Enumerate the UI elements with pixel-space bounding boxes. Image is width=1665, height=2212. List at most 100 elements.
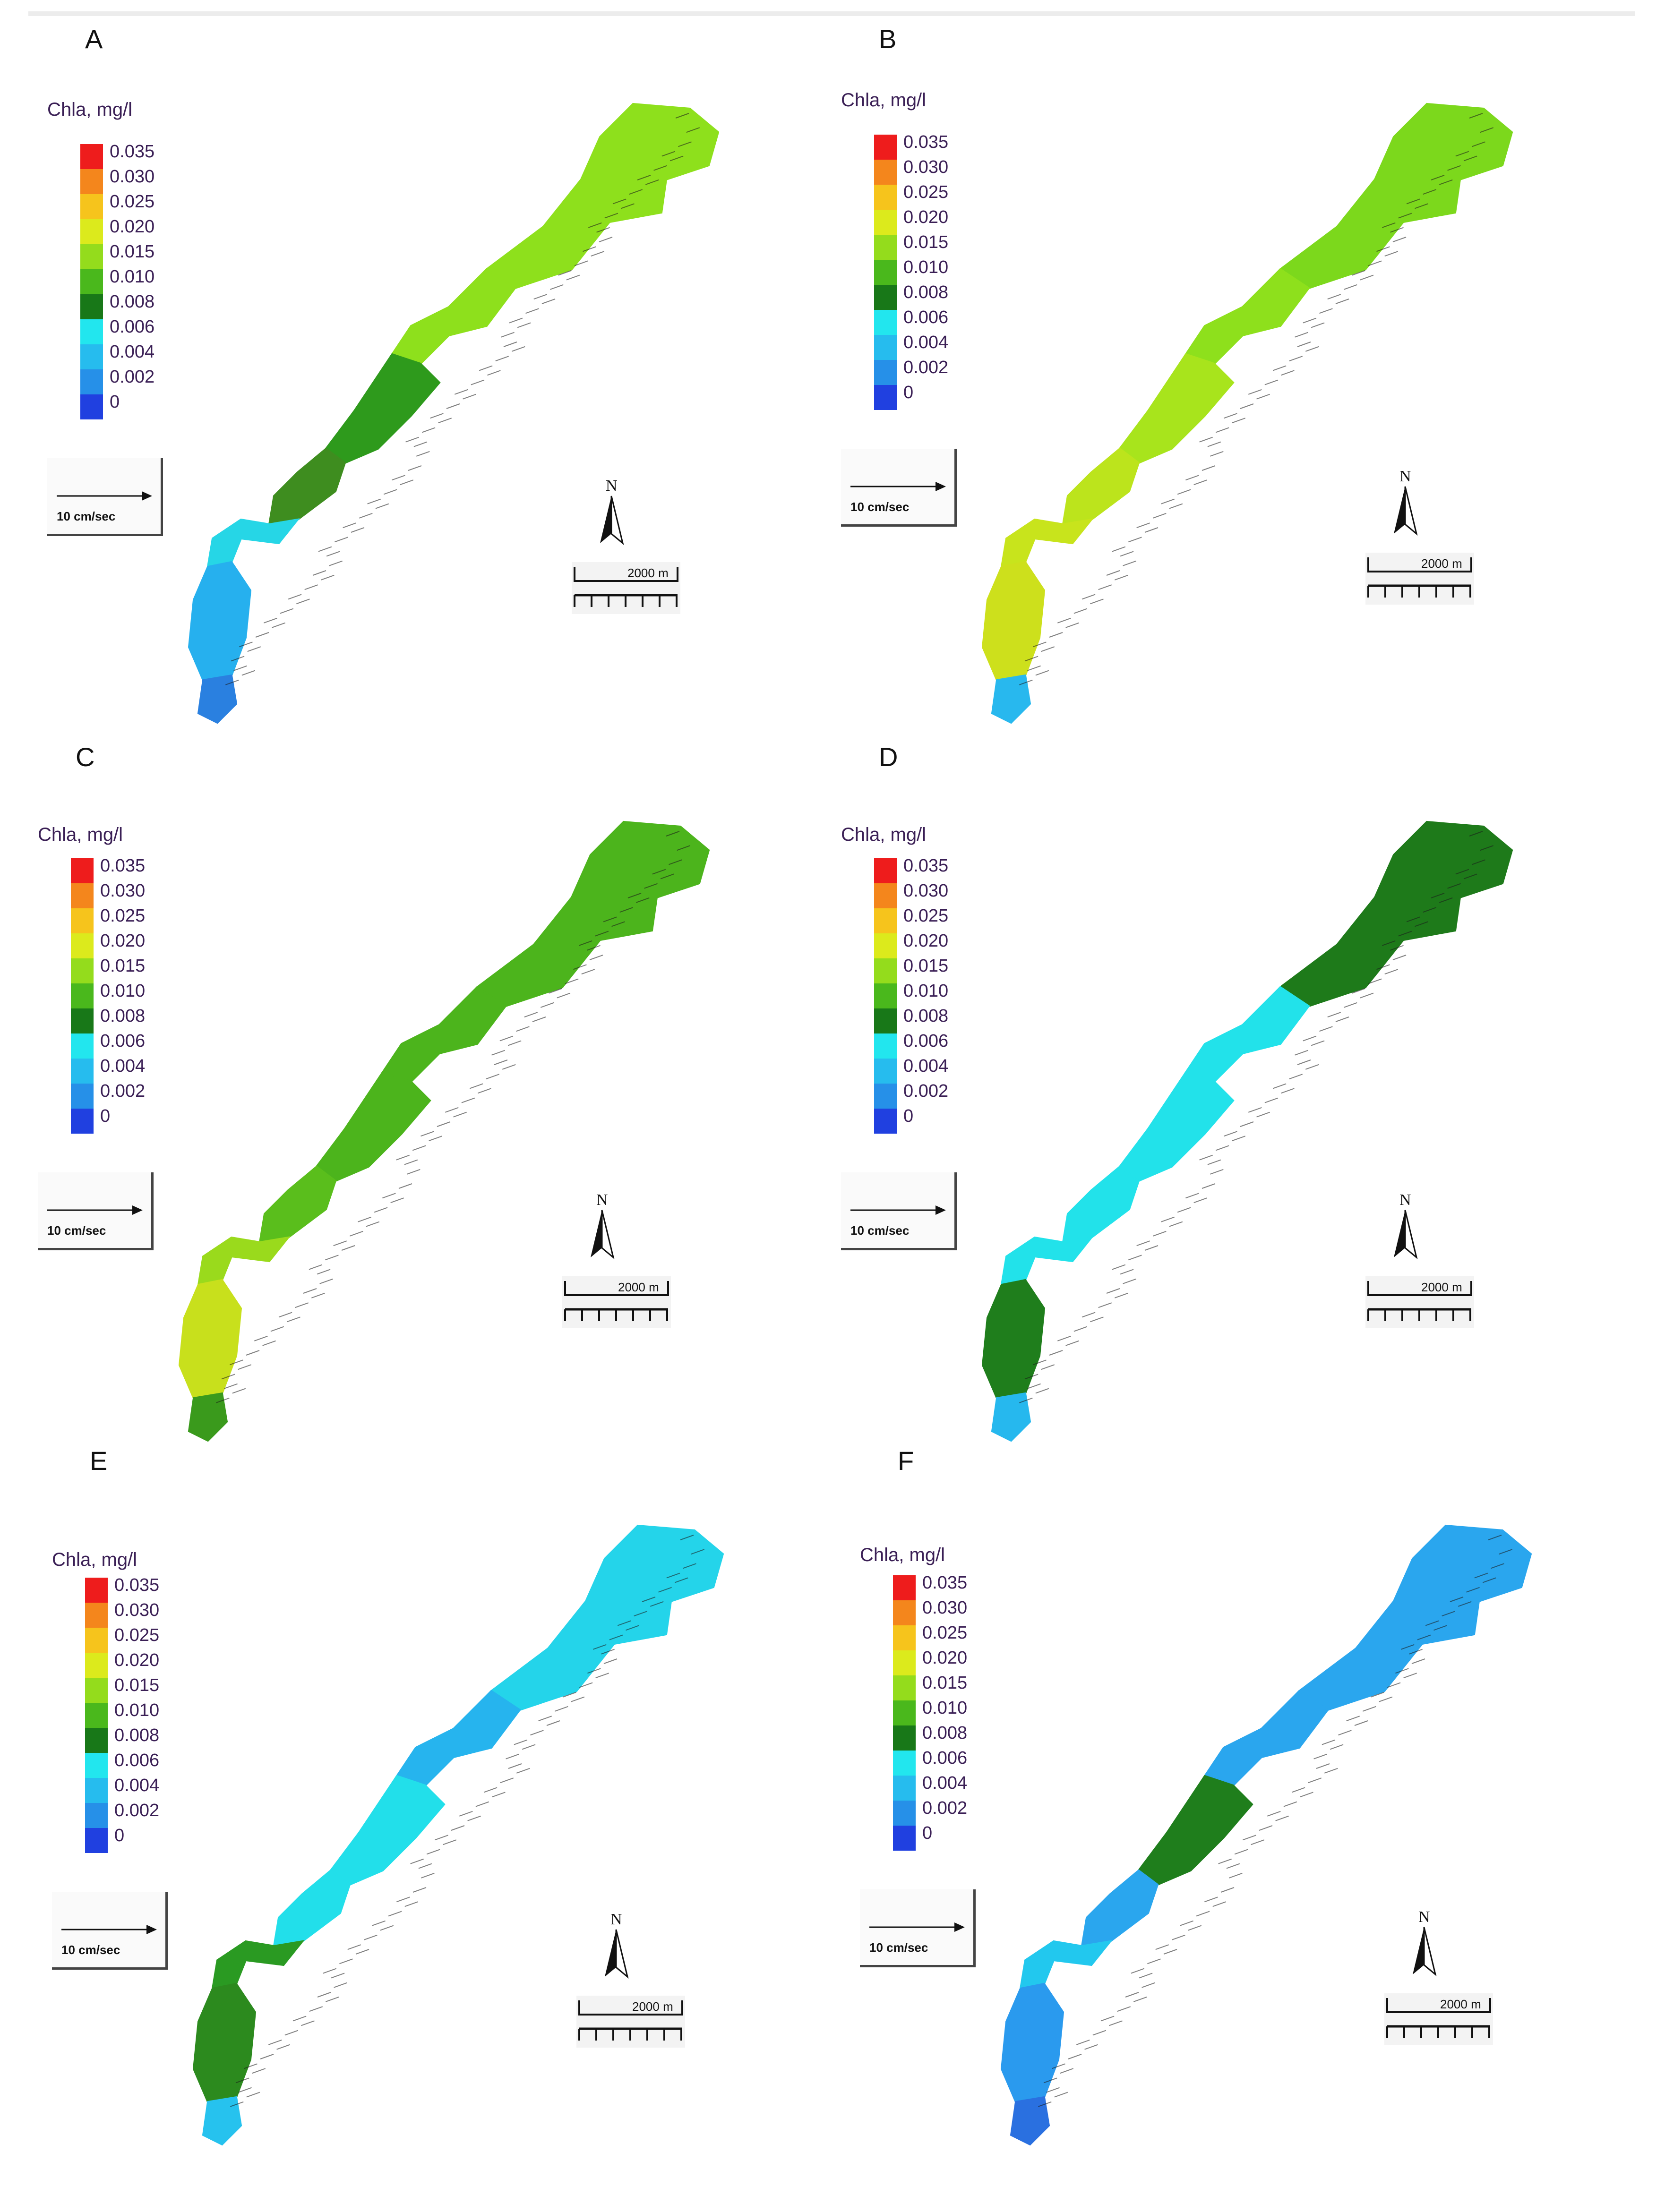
scale-bar-label: 2000 m [1421,1280,1462,1294]
north-label: N [1399,468,1411,485]
colorbar-labels: 0.035 0.030 0.025 0.020 0.015 0.010 0.008 0.006… [100,854,145,1129]
vector-arrow-icon [850,482,946,491]
flow-vectors [1019,113,1494,685]
lake-map [188,102,720,724]
colorbar-tick-label: 0.025 [114,1625,160,1645]
panel-a: A Chla, mg/l 0.035 0.030 0.025 0.020 0.015 0.01… [47,24,850,732]
scale-bar-ruler [578,2000,683,2041]
colorbar-tick-label: 0.008 [903,1006,949,1026]
vector-scale-label: 10 cm/sec [61,1943,120,1957]
lake-zone-lower [1062,1165,1140,1244]
colorbar-swatch [874,385,897,410]
vector-scale-legend: 10 cm/sec [860,1889,976,1967]
lake-zone-bend [197,1236,291,1286]
colorbar-tick-label: 0.025 [903,182,949,202]
lake-zone-tail [192,1982,257,2103]
north-arrow-icon [1394,486,1418,536]
scale-bar-label: 2000 m [632,1999,673,2014]
colorbar-title: Chla, mg/l [38,824,123,845]
colorbar-tick-label: 0.010 [903,257,949,277]
flow-vectors [1038,1535,1513,2107]
colorbar-swatch [874,1033,897,1059]
colorbar-tick-label: 0.015 [110,242,155,262]
lake-map [981,820,1513,1442]
vector-scale-legend: 10 cm/sec [841,449,957,527]
vector-scale-label: 10 cm/sec [47,1223,106,1238]
colorbar-swatch [71,933,94,958]
scale-bar: 2000 m [572,562,680,614]
panel-e: E Chla, mg/l 0.035 0.030 0.025 0.020 0.015 0.01… [52,1445,855,2154]
colorbar-tick-label: 0.004 [922,1773,968,1793]
colorbar-swatch [80,294,103,319]
lake-zone-mid [1137,1775,1253,1886]
lake-zone-neck [395,1690,521,1787]
scale-bar-label: 2000 m [618,1280,659,1294]
panel-letter: A [85,24,103,54]
lake-zone-tip [188,1392,228,1442]
colorbar-labels: 0.035 0.030 0.025 0.020 0.015 0.010 0.008 0.006… [114,1573,159,1848]
lake-zone-head [489,1524,724,1711]
colorbar-tick-label: 0.010 [903,981,949,1001]
north-arrow: N [1389,1191,1427,1267]
colorbar-swatch [893,1625,916,1650]
lake-zone-neck [1184,986,1310,1083]
colorbar-tick-label: 0.008 [903,282,949,302]
colorbar-tick-label: 0.030 [922,1598,968,1618]
colorbar-swatch [893,1751,916,1776]
north-arrow-icon [591,1210,615,1260]
colorbar-swatch [80,244,103,269]
vector-scale-label: 10 cm/sec [850,1223,910,1238]
colorbar-swatch [85,1628,108,1653]
colorbar-tick-label: 0.030 [903,157,949,177]
lake-zone-lower [258,1165,337,1244]
scale-bar: 2000 m [576,1996,685,2048]
lake-zone-neck [1203,1690,1329,1787]
colorbar-tick-label: 0.006 [100,1031,146,1051]
colorbar-tick-label: 0.015 [903,232,949,252]
lake-zone-mid [1118,353,1235,464]
lake-zone-tip [991,1392,1031,1442]
colorbar-tick-label: 0.030 [903,881,949,901]
flow-vectors [1019,831,1494,1403]
flow-vectors [225,113,700,685]
vector-scale-legend: 10 cm/sec [52,1892,168,1970]
colorbar-swatch [874,858,897,883]
lake-zone-neck [381,986,507,1083]
colorbar-tick-label: 0.002 [903,358,949,377]
vector-arrow-icon [47,1205,143,1215]
vector-scale-label: 10 cm/sec [850,500,910,514]
lake-zone-tail [1000,1982,1064,2103]
lake-zone-lower [1081,1869,1159,1947]
scale-bar-ruler [1367,1281,1472,1321]
lake-zone-tip [202,2096,242,2146]
panel-b: B Chla, mg/l 0.035 0.030 0.025 0.020 0.015 0.01… [841,24,1644,732]
top-divider [28,11,1635,16]
colorbar-tick-label: 0.010 [110,267,155,287]
colorbar-swatch [874,1084,897,1109]
colorbar-swatch [80,394,103,419]
colorbar-swatch [874,1059,897,1084]
colorbar-swatch [80,169,103,194]
colorbar-tick-label: 0.020 [100,931,146,951]
colorbar-swatch [71,858,94,883]
lake-zone-mid [1118,1071,1235,1182]
colorbar-tick-label: 0.030 [110,167,155,187]
lake-zone-tail [188,561,252,682]
scale-bar-label: 2000 m [627,566,669,580]
colorbar-swatch [893,1801,916,1826]
colorbar-tick-label: 0 [903,383,914,402]
colorbar-title: Chla, mg/l [841,90,927,111]
colorbar-swatch [71,1109,94,1134]
lake-zone-neck [1184,268,1310,365]
colorbar-swatch [874,210,897,235]
lake-zone-bend [206,518,300,568]
vector-arrow-icon [57,491,152,501]
colorbar-swatch [85,1828,108,1853]
colorbar [71,858,94,1134]
north-label: N [1399,1191,1411,1209]
scale-bar-ruler [1386,1998,1491,2038]
colorbar-swatch [874,883,897,908]
panel-f: F Chla, mg/l 0.035 0.030 0.025 0.020 0.015 0.01… [860,1445,1663,2154]
north-arrow: N [586,1191,624,1267]
panel-letter: C [76,742,95,772]
